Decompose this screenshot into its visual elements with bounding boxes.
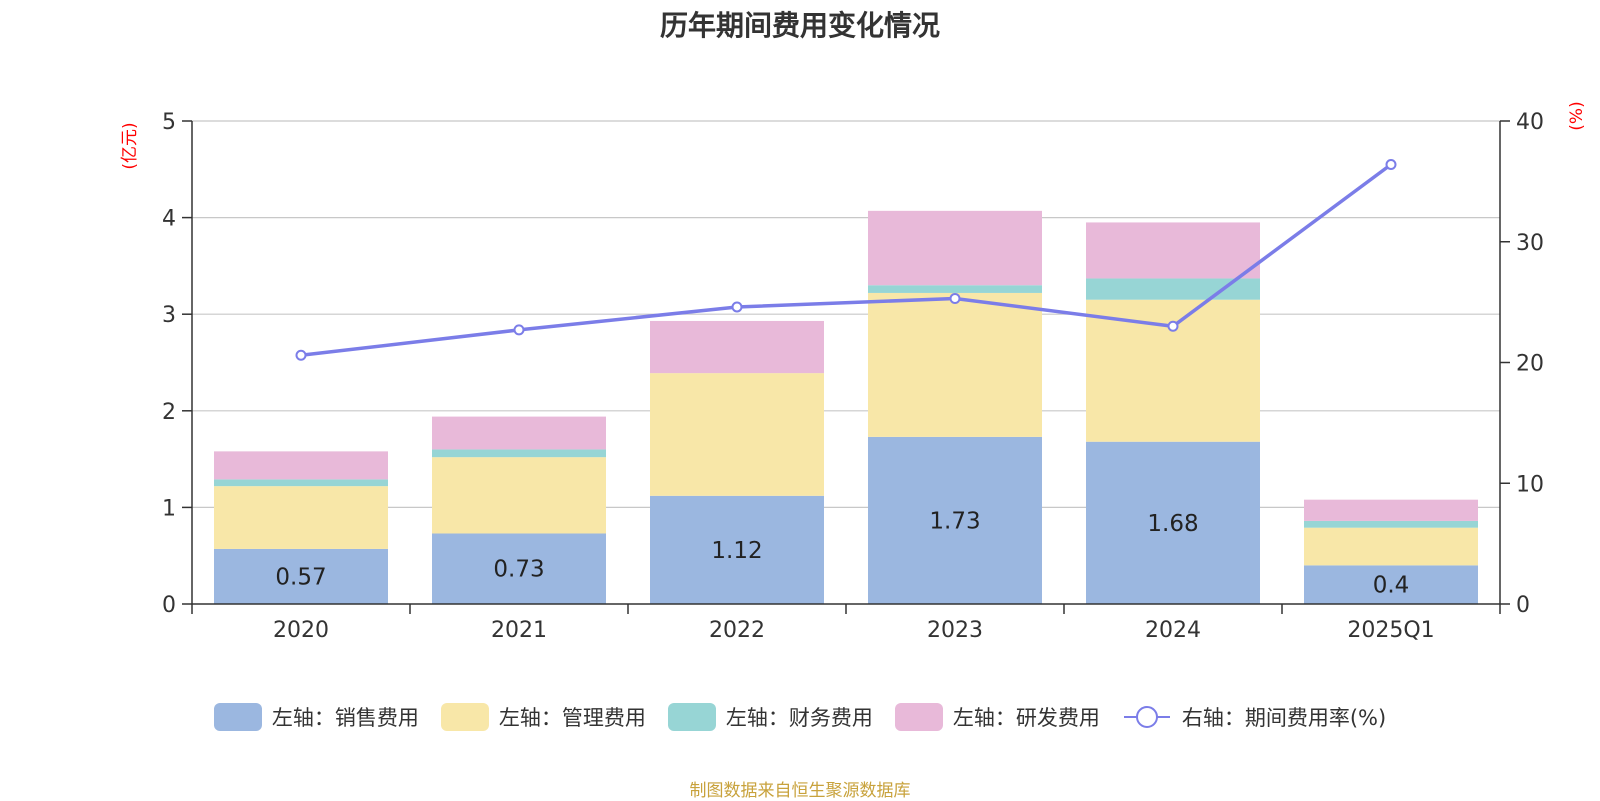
bar-segment <box>868 285 1042 293</box>
legend-swatch <box>213 703 262 731</box>
x-tick-label: 2021 <box>491 618 547 643</box>
bar-segment <box>214 479 388 487</box>
bar-segment <box>432 416 606 450</box>
rate-point <box>295 349 307 361</box>
left-axis-unit: (亿元) <box>120 122 140 169</box>
bar-segment <box>214 548 388 604</box>
legend-label: 左轴：财务费用 <box>725 706 873 730</box>
bar-segment <box>1086 222 1260 279</box>
rate-line <box>295 158 1397 361</box>
rate-point <box>731 301 743 313</box>
rate-polyline <box>300 163 1393 357</box>
legend-label: 右轴：期间费用率(%) <box>1181 706 1387 730</box>
legend-item[interactable]: 左轴：销售费用 <box>213 702 419 732</box>
source-note: 制图数据来自恒生聚源数据库 <box>689 781 911 801</box>
legend-line-marker <box>1123 706 1170 728</box>
right-tick-label: 0 <box>1516 593 1530 618</box>
bar-segment <box>1086 441 1260 604</box>
left-tick-label: 2 <box>162 400 176 425</box>
left-tick-label: 4 <box>162 207 176 232</box>
legend-label: 左轴：销售费用 <box>271 706 419 730</box>
legend-marker <box>1135 706 1158 728</box>
right-tick-label: 20 <box>1516 352 1544 377</box>
bar-segment <box>868 436 1042 604</box>
bar-segment <box>650 373 824 496</box>
bar-segment <box>650 495 824 604</box>
left-tick-label: 1 <box>162 496 176 521</box>
bar-segment <box>214 486 388 549</box>
bar-segment <box>1304 565 1478 604</box>
rate-point <box>949 293 961 305</box>
legend: 左轴：销售费用 左轴：管理费用 左轴：财务费用 左轴：研发费用 右轴：期间费用率(%) <box>0 702 1600 732</box>
bar-value-label: 1.73 <box>929 508 980 534</box>
right-axis-unit: (%) <box>1567 101 1587 130</box>
bar-segment <box>1304 499 1478 521</box>
legend-swatch <box>894 703 943 731</box>
axes: 0 1 2 3 4 5 0 10 20 30 40 2020 2021 2022 2023 2024 2025Q… <box>162 110 1544 643</box>
right-tick-label: 30 <box>1516 231 1544 256</box>
bar-value-label: 0.57 <box>275 564 326 590</box>
bar-value-label: 1.68 <box>1147 511 1198 537</box>
bar-segment <box>868 292 1042 437</box>
bar-segment <box>432 533 606 604</box>
rate-point <box>1167 320 1179 332</box>
x-tick-label: 2024 <box>1145 618 1201 643</box>
legend-swatch <box>440 703 489 731</box>
legend-item[interactable]: 左轴：财务费用 <box>667 702 873 732</box>
legend-item[interactable]: 左轴：研发费用 <box>894 702 1100 732</box>
chart-svg: 0 1 2 3 4 5 0 10 20 30 40 2020 2021 2022 2023 2024 2025Q… <box>120 101 1587 643</box>
legend-label: 左轴：管理费用 <box>498 706 646 730</box>
x-tick-label: 2020 <box>273 618 329 643</box>
x-tick-label: 2022 <box>709 618 765 643</box>
chart-title: 历年期间费用变化情况 <box>659 9 940 42</box>
left-tick-label: 5 <box>162 110 176 135</box>
x-tick-label: 2025Q1 <box>1347 618 1434 643</box>
bar-segment <box>1304 527 1478 566</box>
data-labels: 0.57 0.73 1.12 1.73 1.68 0.4 <box>275 508 1409 598</box>
bar-groups <box>214 210 1478 604</box>
legend-item[interactable]: 右轴：期间费用率(%) <box>1122 702 1386 732</box>
rate-point <box>513 324 525 336</box>
bar-segment <box>650 320 824 374</box>
bar-value-label: 0.73 <box>493 557 544 583</box>
bar-segment <box>868 210 1042 286</box>
grid-lines <box>192 120 1500 508</box>
left-tick-label: 0 <box>162 593 176 618</box>
right-tick-label: 40 <box>1516 110 1544 135</box>
right-tick-label: 10 <box>1516 472 1544 497</box>
x-tick-label: 2023 <box>927 618 983 643</box>
bar-segment <box>214 451 388 480</box>
legend-label: 左轴：研发费用 <box>952 706 1100 730</box>
bar-segment <box>1304 520 1478 528</box>
bar-segment <box>432 457 606 534</box>
left-tick-label: 3 <box>162 303 176 328</box>
rate-point <box>1385 158 1397 170</box>
bar-value-label: 0.4 <box>1373 573 1410 599</box>
legend-item[interactable]: 左轴：管理费用 <box>440 702 646 732</box>
legend-swatch <box>667 703 716 731</box>
bar-segment <box>432 449 606 458</box>
bar-value-label: 1.12 <box>711 538 762 564</box>
